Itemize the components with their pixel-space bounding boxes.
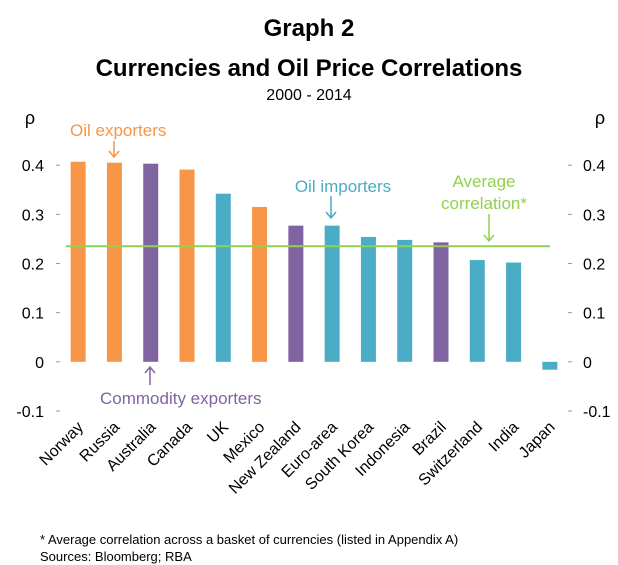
x-tick-label: UK	[204, 419, 232, 447]
chart-subtitle: 2000 - 2014	[266, 87, 352, 104]
bar	[542, 361, 558, 370]
bar	[179, 169, 195, 362]
y-axis-label: ρ	[25, 108, 35, 128]
arrows	[108, 141, 495, 385]
y2-tick-label: 0	[583, 355, 592, 372]
y2-tick-label: 0.2	[583, 257, 605, 274]
bar	[360, 236, 376, 362]
annotation: Oil importers	[295, 177, 391, 196]
y-tick-label: 0.3	[22, 207, 44, 224]
arrow	[483, 214, 495, 243]
y-tick-label: 0.4	[22, 158, 44, 175]
bar	[215, 193, 231, 362]
bar	[70, 161, 86, 362]
x-tick-label: Japan	[516, 419, 559, 462]
arrow	[108, 141, 120, 159]
y-tick-label: 0	[35, 355, 44, 372]
y2-tick-label: -0.1	[583, 404, 611, 421]
arrow	[325, 196, 337, 220]
bar	[252, 206, 268, 362]
bar	[324, 225, 340, 362]
y2-axis-label: ρ	[595, 108, 605, 128]
bar	[506, 262, 522, 362]
bar	[106, 162, 122, 362]
y2-tick-label: 0.3	[583, 207, 605, 224]
y-tick-label: 0.2	[22, 257, 44, 274]
footnote: * Average correlation across a basket of…	[40, 532, 458, 547]
y-tick-label: 0.1	[22, 306, 44, 323]
chart-title: Currencies and Oil Price Correlations	[96, 55, 523, 82]
bar	[397, 239, 413, 362]
bar	[143, 163, 159, 362]
bar	[288, 225, 304, 362]
bar	[433, 242, 449, 362]
annotation: Oil exporters	[70, 121, 166, 140]
chart-heading: Graph 2	[264, 15, 355, 42]
x-tick-label: Norway	[37, 419, 87, 469]
bar	[469, 260, 485, 362]
footnote: Sources: Bloomberg; RBA	[40, 549, 192, 564]
annotation: Average	[452, 172, 515, 191]
arrow	[144, 365, 156, 385]
y2-tick-label: 0.1	[583, 306, 605, 323]
y-tick-label: -0.1	[16, 404, 44, 421]
annotation: Commodity exporters	[100, 389, 262, 408]
annotation: correlation*	[441, 194, 527, 213]
y2-tick-label: 0.4	[583, 158, 605, 175]
